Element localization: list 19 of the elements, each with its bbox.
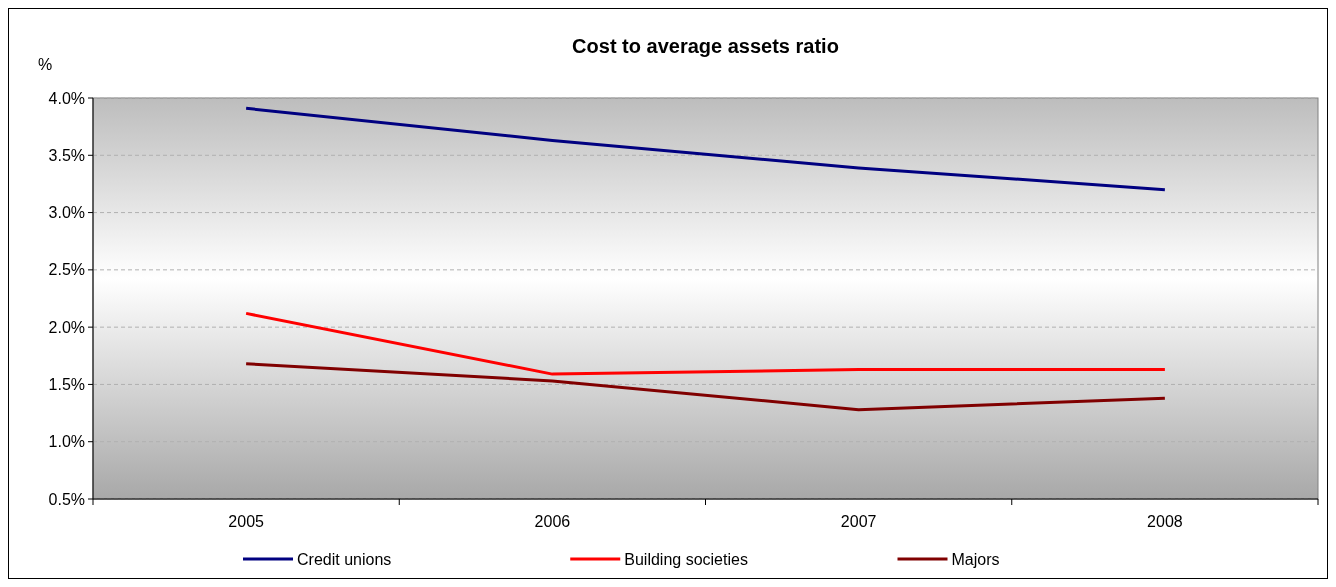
x-tick-label: 2006: [534, 513, 571, 530]
x-tick-label: 2007: [840, 513, 877, 530]
y-tick-label: 1.5%: [48, 376, 85, 394]
y-tick-label: 3.5%: [48, 146, 85, 164]
y-tick-label: 2.5%: [48, 261, 85, 279]
legend-label: Building societies: [624, 550, 748, 568]
y-tick-label: 2.0%: [48, 318, 85, 336]
chart-title: Cost to average assets ratio: [572, 35, 839, 57]
y-tick-label: 1.0%: [48, 433, 85, 451]
x-tick-label: 2005: [228, 513, 265, 530]
y-tick-label: 0.5%: [48, 490, 85, 508]
line-series: [244, 106, 1167, 192]
y-axis-title: %: [38, 56, 53, 73]
legend-label: Credit unions: [297, 550, 392, 568]
line-series: [244, 362, 1167, 412]
y-tick-label: 4.0%: [48, 89, 85, 107]
legend-label: Majors: [951, 550, 1000, 568]
x-tick-label: 2008: [1147, 513, 1183, 530]
y-tick-label: 3.0%: [48, 204, 85, 222]
